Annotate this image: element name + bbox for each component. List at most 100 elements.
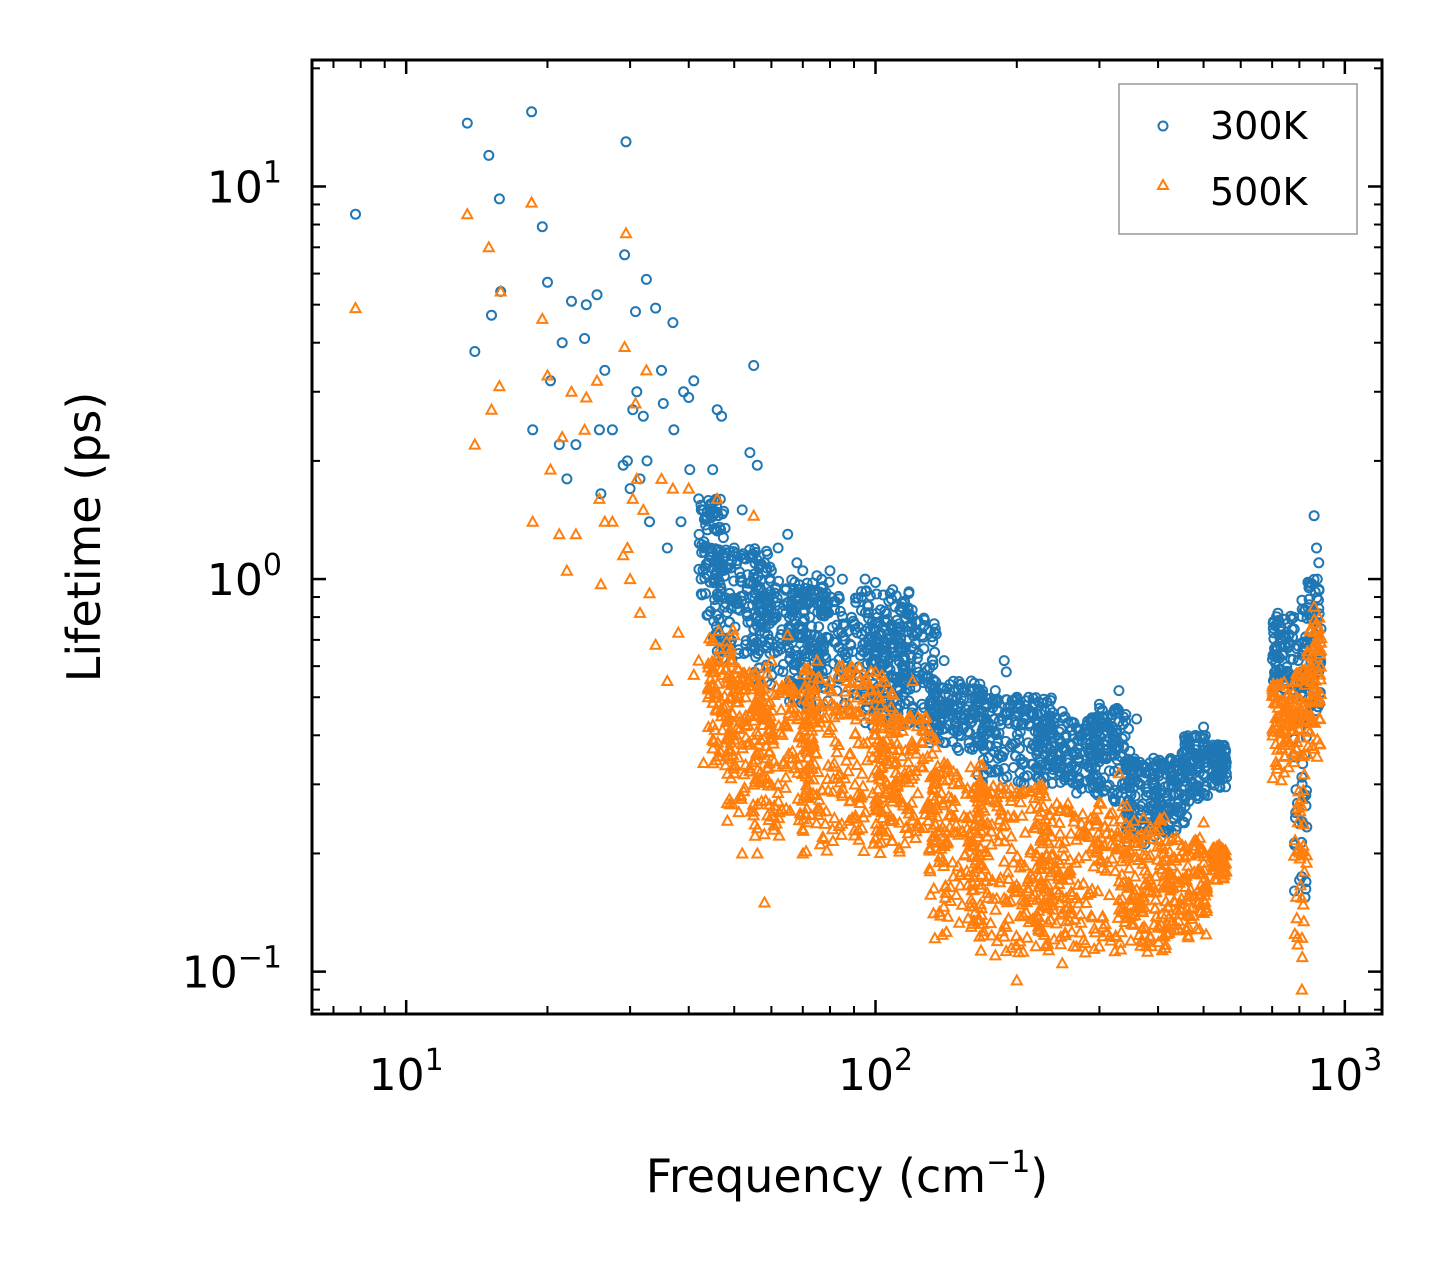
- point-300k: [756, 618, 767, 630]
- legend: 300K 500K: [1118, 83, 1358, 235]
- point-500k: [1025, 889, 1039, 902]
- point-500k: [975, 758, 989, 771]
- point-500k: [871, 708, 885, 721]
- point-300k: [570, 439, 582, 451]
- point-500k: [730, 720, 744, 733]
- point-300k: [1056, 737, 1068, 749]
- point-500k: [1108, 944, 1122, 957]
- point-500k: [871, 744, 885, 757]
- point-300k: [1062, 771, 1074, 783]
- point-500k: [875, 810, 889, 823]
- point-500k: [835, 781, 850, 794]
- point-300k: [1000, 666, 1012, 678]
- point-300k: [918, 677, 929, 689]
- point-500k: [967, 899, 981, 912]
- point-500k: [850, 690, 864, 703]
- point-500k: [781, 628, 795, 641]
- point-500k: [934, 823, 948, 836]
- point-500k: [1043, 868, 1057, 881]
- point-500k: [1090, 802, 1104, 815]
- point-300k: [1038, 718, 1050, 730]
- point-300k: [903, 695, 915, 707]
- point-500k: [752, 686, 767, 699]
- point-500k: [1270, 742, 1285, 755]
- point-500k: [1152, 823, 1166, 836]
- point-500k: [875, 759, 890, 772]
- point-300k: [942, 719, 954, 731]
- point-300k: [959, 709, 970, 721]
- point-300k: [1113, 685, 1125, 697]
- point-500k: [1073, 925, 1087, 938]
- point-500k: [952, 915, 966, 928]
- point-300k: [621, 455, 633, 467]
- point-500k: [1087, 859, 1101, 872]
- point-500k: [711, 735, 725, 748]
- point-300k: [630, 306, 641, 318]
- x-axis-label: Frequency (cm−1): [646, 1145, 1049, 1203]
- point-300k: [797, 565, 809, 577]
- point-300k: [761, 545, 772, 557]
- point-500k: [793, 749, 807, 762]
- point-500k: [1195, 843, 1210, 856]
- point-500k: [1105, 851, 1119, 864]
- point-500k: [1111, 910, 1125, 923]
- point-300k: [1280, 633, 1292, 644]
- point-300k: [782, 528, 794, 540]
- point-500k: [738, 757, 753, 770]
- point-500k: [815, 783, 829, 796]
- point-500k: [771, 794, 786, 807]
- point-500k: [721, 743, 736, 756]
- point-300k: [1108, 706, 1120, 718]
- point-300k: [1093, 698, 1105, 710]
- point-500k: [1041, 915, 1055, 928]
- point-500k: [1194, 867, 1209, 880]
- point-300k: [723, 616, 735, 628]
- point-500k: [786, 681, 800, 694]
- point-500k: [482, 240, 496, 253]
- point-500k: [1006, 855, 1021, 868]
- point-500k: [1024, 801, 1038, 814]
- point-500k: [1123, 879, 1137, 892]
- point-500k: [720, 670, 734, 683]
- point-300k: [898, 597, 910, 609]
- point-500k: [1148, 869, 1163, 882]
- point-300k: [580, 299, 592, 311]
- point-500k: [748, 772, 763, 785]
- point-300k: [1038, 693, 1050, 705]
- point-300k: [715, 586, 727, 597]
- point-500k: [1021, 874, 1035, 887]
- point-300k: [953, 676, 965, 687]
- point-500k: [835, 816, 849, 829]
- point-300k: [668, 424, 680, 436]
- point-500k: [763, 694, 777, 707]
- point-300k: [1112, 741, 1124, 753]
- point-500k: [1088, 925, 1103, 938]
- point-500k: [1300, 644, 1315, 657]
- point-500k: [949, 817, 963, 830]
- point-500k: [974, 943, 988, 956]
- point-500k: [886, 688, 900, 701]
- point-300k: [1050, 754, 1062, 766]
- point-500k: [1040, 938, 1054, 951]
- point-500k: [855, 788, 869, 801]
- point-300k: [1049, 761, 1060, 773]
- point-500k: [1277, 675, 1291, 688]
- point-500k: [1190, 922, 1204, 935]
- point-300k: [1162, 780, 1174, 792]
- point-500k: [819, 804, 833, 817]
- point-500k: [1186, 908, 1201, 921]
- point-300k: [526, 106, 538, 118]
- point-300k: [1047, 768, 1059, 779]
- point-300k: [650, 302, 662, 314]
- point-500k: [1270, 715, 1284, 728]
- point-500k: [801, 815, 815, 828]
- point-500k: [1128, 869, 1142, 882]
- point-500k: [910, 816, 924, 829]
- point-500k: [1058, 925, 1072, 938]
- point-500k: [792, 757, 806, 770]
- point-500k: [1035, 877, 1049, 890]
- point-300k: [1270, 645, 1282, 657]
- point-300k: [1121, 757, 1133, 768]
- point-300k: [1152, 767, 1164, 779]
- point-300k: [719, 522, 731, 534]
